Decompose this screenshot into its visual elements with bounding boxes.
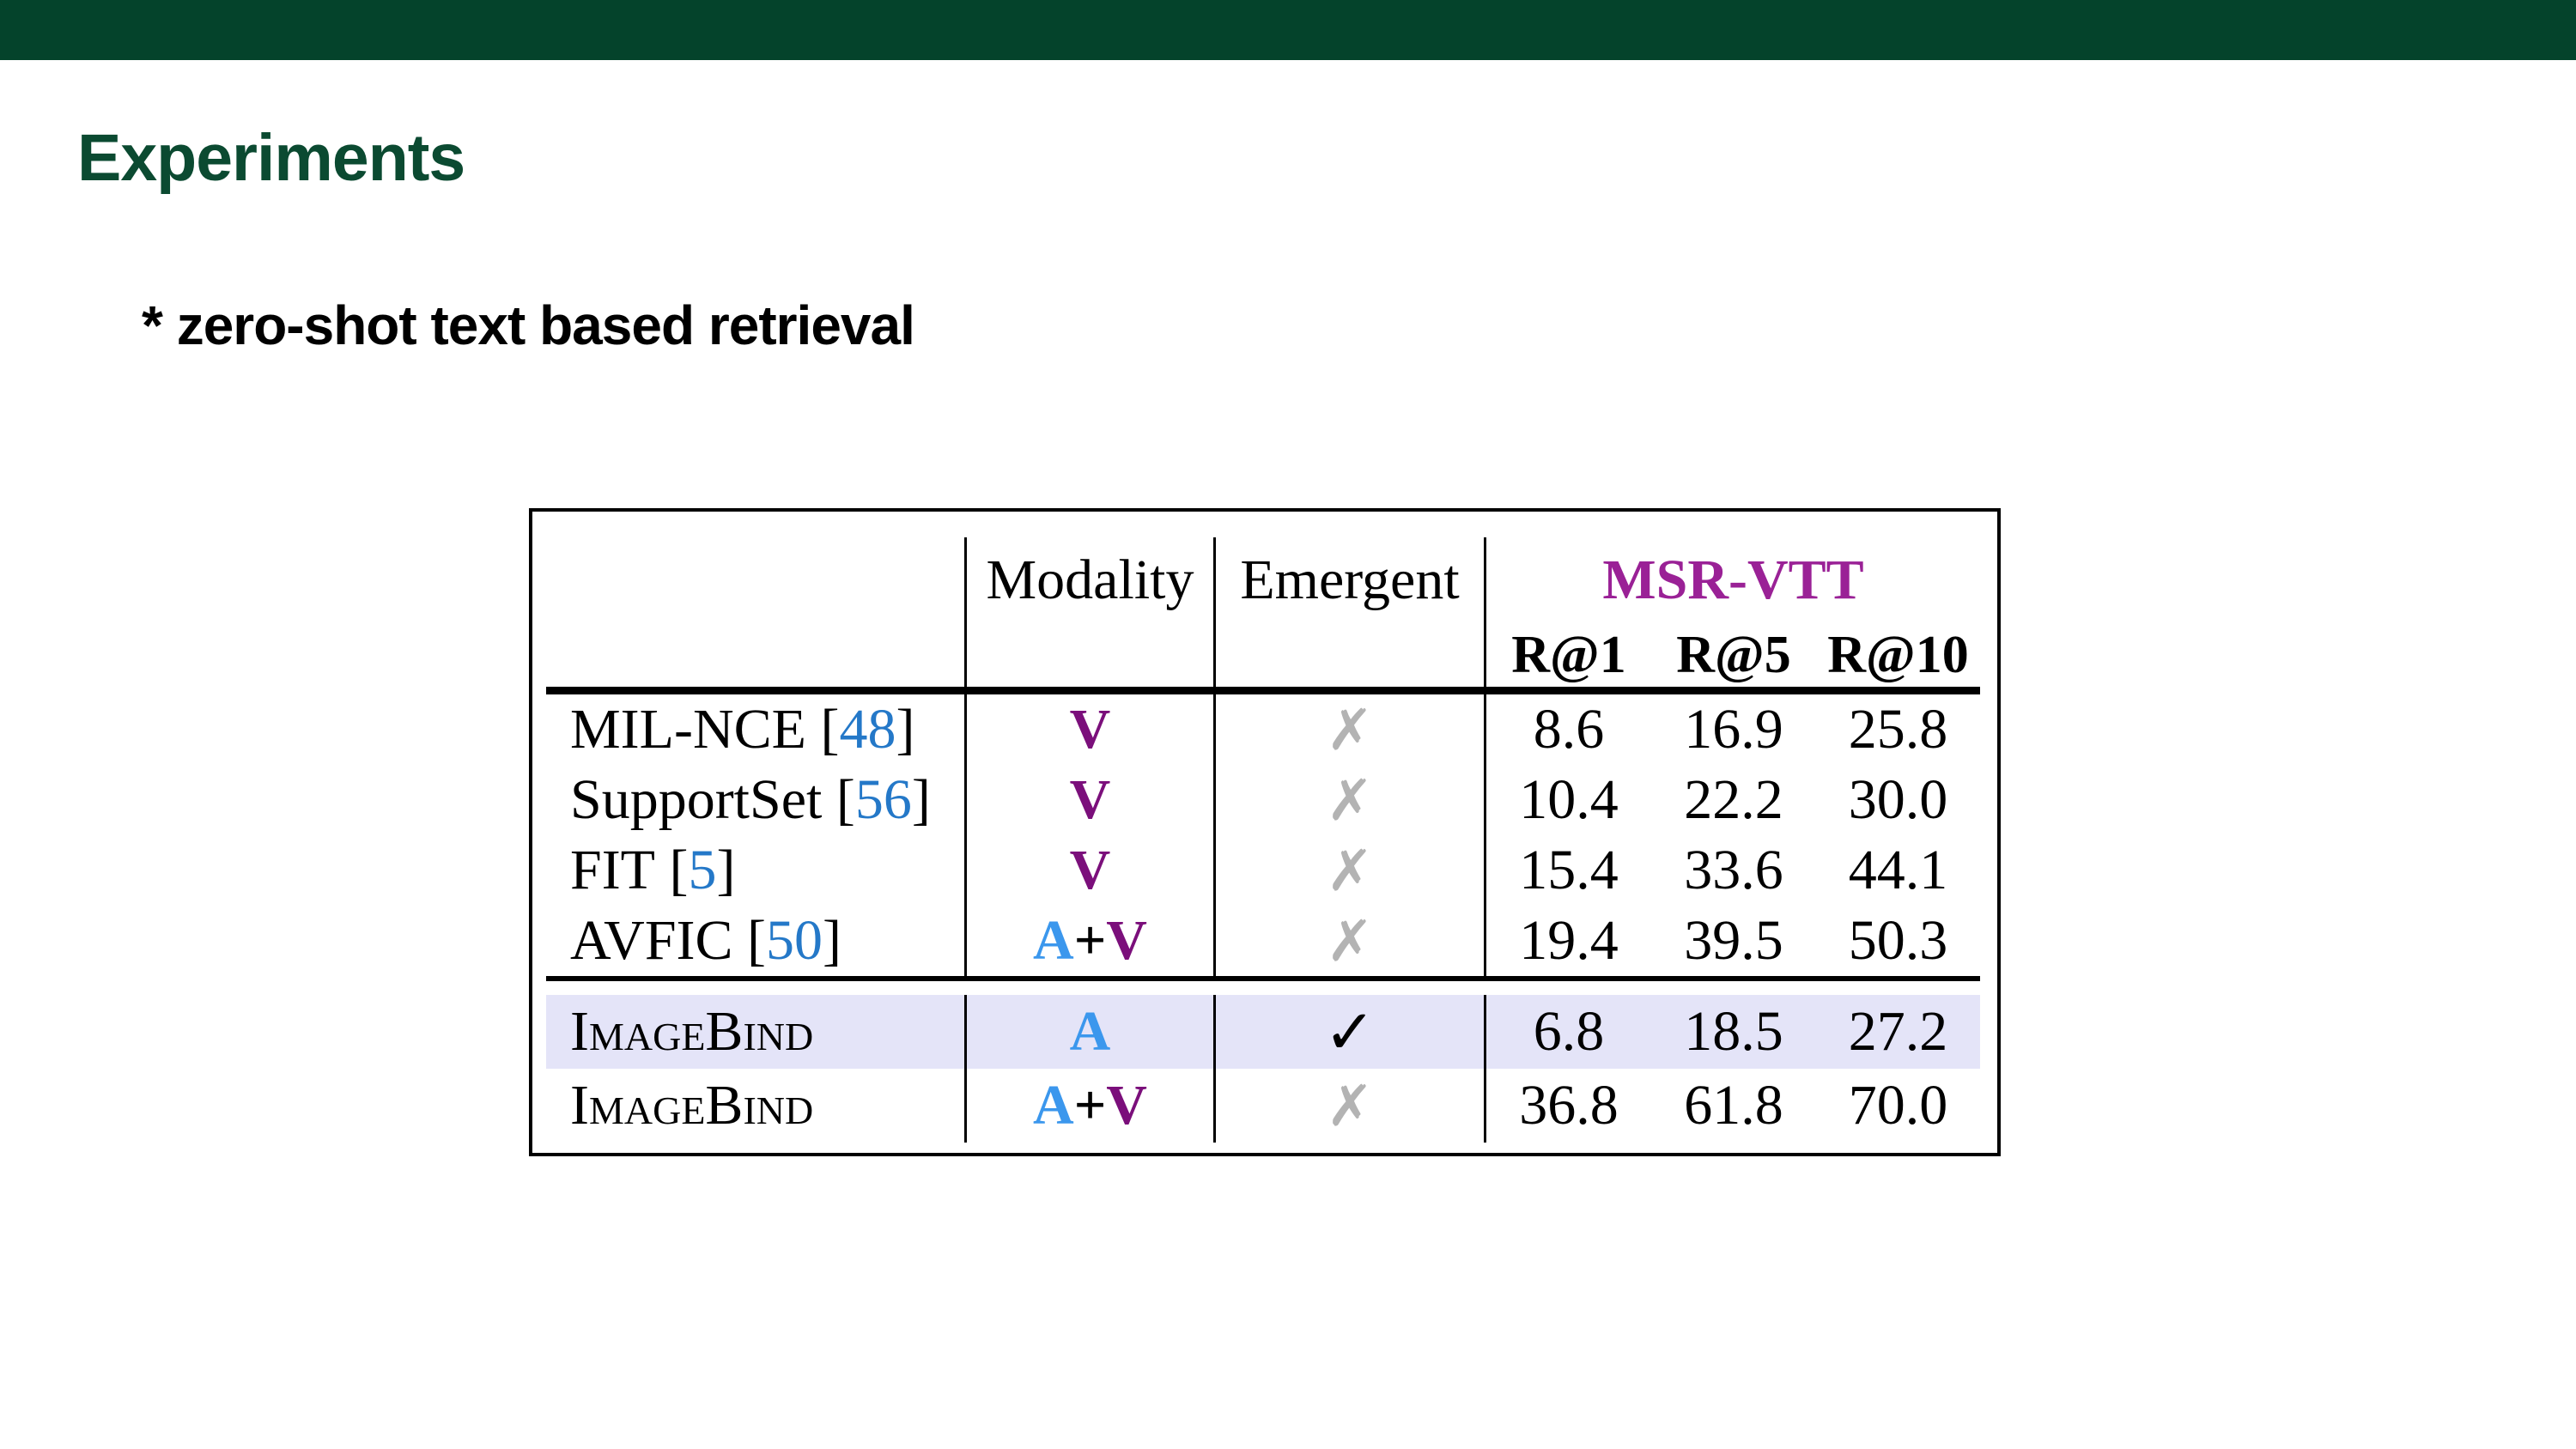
cross-icon: ✗ [1326,837,1374,904]
modality-video-label: V [1106,1074,1147,1137]
section-gap [546,981,1980,995]
method-name: AVFIC [570,909,733,972]
value-cell: 10.4 [1519,768,1619,831]
method-cell: SupportSet [56] [546,765,967,835]
modality-video-label: V [1069,698,1111,761]
modality-video-label: V [1069,839,1111,901]
method-name: ImageBind [570,1000,814,1063]
page-title: Experiments [77,121,465,195]
value-cell: 6.8 [1486,995,1651,1069]
value-cell: 36.8 [1519,1074,1619,1137]
emergent-cell: ✗ [1216,694,1486,765]
modality-video-label: V [1106,909,1147,972]
emergent-cell: ✗ [1216,765,1486,835]
value-cell: 33.6 [1684,839,1783,901]
cross-icon: ✗ [1326,696,1374,763]
method-cell: MIL-NCE [48] [546,694,967,765]
value-cell: 44.1 [1848,839,1948,901]
value-cell: 8.6 [1533,698,1605,761]
emergent-cell: ✗ [1216,906,1486,976]
section-rule [546,976,1980,981]
metric-header-r1: R@1 [1511,625,1626,684]
citation-number: 5 [688,839,717,901]
value-cell: 19.4 [1519,909,1619,972]
top-bar [0,0,2576,60]
value-cell: 15.4 [1519,839,1619,901]
corner-cell [546,537,967,623]
value-cell: 39.5 [1684,909,1783,972]
cross-icon: ✗ [1326,767,1374,834]
modality-audio-label: A [1033,1074,1074,1137]
value-cell: 16.9 [1684,698,1783,761]
method-cell: AVFIC [50] [546,906,967,976]
column-header-msrvtt: MSR-VTT [1602,549,1864,611]
method-name: ImageBind [570,1074,814,1137]
value-cell: 30.0 [1848,768,1948,831]
modality-audio-label: A [1033,909,1074,972]
results-table: Modality Emergent MSR-VTT R@1 R@5 R@10 M… [546,537,1980,1143]
modality-audio-label: A [1069,1000,1111,1063]
value-cell: 22.2 [1684,768,1783,831]
spacer-cell [546,623,967,687]
method-cell: ImageBind [546,1069,967,1143]
value-cell: 70.0 [1848,1074,1948,1137]
method-name: MIL-NCE [570,698,806,761]
modality-video-label: V [1069,768,1111,831]
spacer-cell [967,623,1216,687]
citation-number: 56 [854,768,912,831]
citation-number: 48 [839,698,896,761]
modality-cell: V [967,835,1216,906]
citation-number: 50 [766,909,823,972]
modality-cell: A + V [967,906,1216,976]
results-table-frame: Modality Emergent MSR-VTT R@1 R@5 R@10 M… [529,508,2001,1156]
value-cell: 27.2 [1816,995,1980,1069]
column-header-emergent: Emergent [1216,537,1486,623]
modality-plus-label: + [1073,1074,1107,1137]
method-name: SupportSet [570,768,823,831]
check-icon: ✓ [1323,996,1376,1068]
method-cell: ImageBind [546,995,967,1069]
emergent-cell: ✗ [1216,835,1486,906]
value-cell: 18.5 [1651,995,1816,1069]
modality-cell: A + V [967,1069,1216,1143]
modality-plus-label: + [1073,909,1107,972]
emergent-cell: ✗ [1216,1069,1486,1143]
method-name: FIT [570,839,655,901]
method-cell: FIT [5] [546,835,967,906]
value-cell: 25.8 [1848,698,1948,761]
emergent-cell: ✓ [1216,995,1486,1069]
value-cell: 61.8 [1684,1074,1783,1137]
cross-icon: ✗ [1326,907,1374,974]
cross-icon: ✗ [1326,1072,1374,1139]
value-cell: 50.3 [1848,909,1948,972]
column-header-modality: Modality [967,537,1216,623]
modality-cell: V [967,765,1216,835]
modality-cell: V [967,694,1216,765]
metric-header-r10: R@10 [1827,625,1969,684]
header-rule [546,687,1980,694]
modality-cell: A [967,995,1216,1069]
metric-header-r5: R@5 [1676,625,1791,684]
slide-subtitle: * zero-shot text based retrieval [142,294,915,356]
spacer-cell [1216,623,1486,687]
